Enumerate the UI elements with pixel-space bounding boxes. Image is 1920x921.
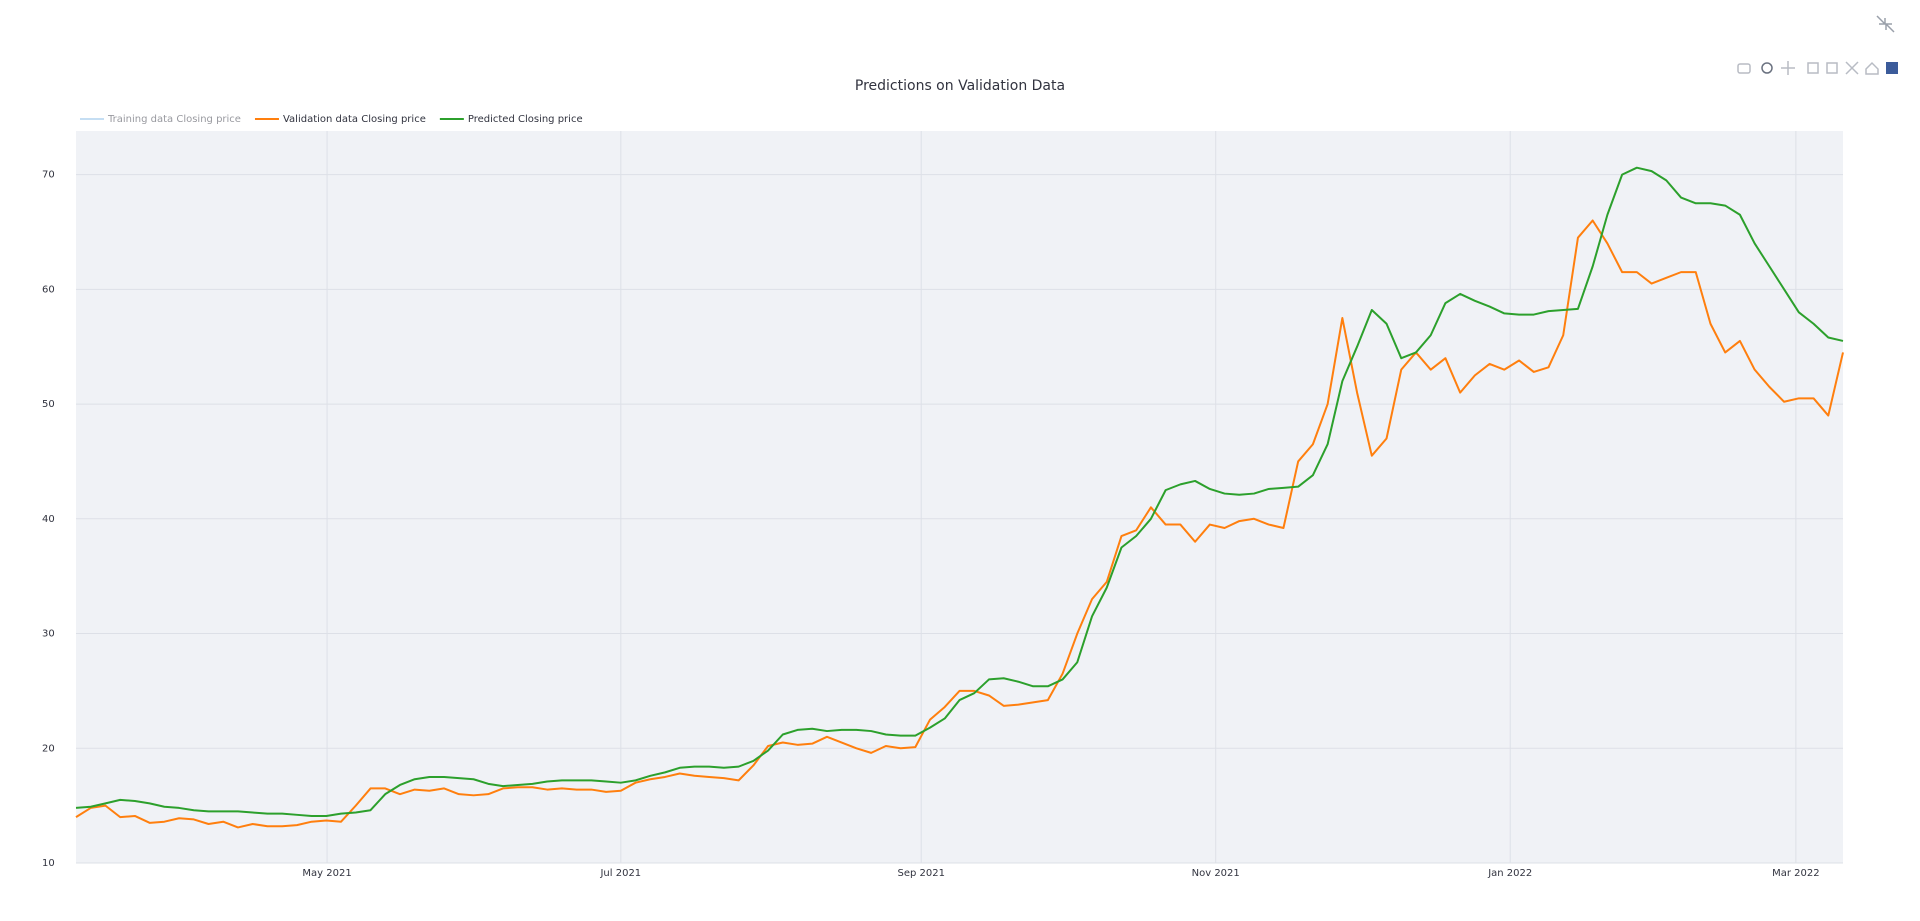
x-tick-label: Nov 2021 <box>1192 868 1240 879</box>
fullscreen-button[interactable] <box>1876 15 1895 33</box>
x-tick-label: Mar 2022 <box>1772 868 1820 879</box>
x-tick-label: Jan 2022 <box>1487 868 1532 879</box>
y-tick-label: 10 <box>42 858 55 869</box>
autoscale-button[interactable] <box>1845 61 1859 75</box>
y-tick-label: 70 <box>42 170 55 181</box>
y-tick-label: 20 <box>42 743 55 754</box>
legend-item[interactable]: Validation data Closing price <box>254 114 426 125</box>
series-line <box>75 166 1844 817</box>
legend-item[interactable]: Predicted Closing price <box>439 114 583 125</box>
y-tick-label: 30 <box>42 629 55 640</box>
camera-button[interactable] <box>1737 63 1751 74</box>
x-tick-label: Sep 2021 <box>897 868 944 879</box>
legend-label: Training data Closing price <box>107 114 241 125</box>
legend-item[interactable]: Training data Closing price <box>80 114 241 125</box>
legend-label: Predicted Closing price <box>468 114 583 125</box>
plotly-logo[interactable] <box>1886 62 1898 74</box>
y-tick-label: 60 <box>42 284 55 295</box>
y-tick-label: 50 <box>42 399 55 410</box>
x-tick-label: Jul 2021 <box>599 868 641 879</box>
x-tick-label: May 2021 <box>302 868 351 879</box>
zoom-in-button[interactable] <box>1807 62 1819 74</box>
modebar <box>1737 61 1898 75</box>
series-line <box>75 219 1844 829</box>
chart-title: Predictions on Validation Data <box>855 78 1065 94</box>
zoom-out-button[interactable] <box>1826 62 1838 74</box>
legend-label: Validation data Closing price <box>283 114 426 125</box>
plot-area <box>76 131 1843 863</box>
reset-button[interactable] <box>1865 61 1879 75</box>
zoom-button[interactable] <box>1761 62 1773 74</box>
y-tick-label: 40 <box>42 514 55 525</box>
pan-button[interactable] <box>1781 61 1795 75</box>
